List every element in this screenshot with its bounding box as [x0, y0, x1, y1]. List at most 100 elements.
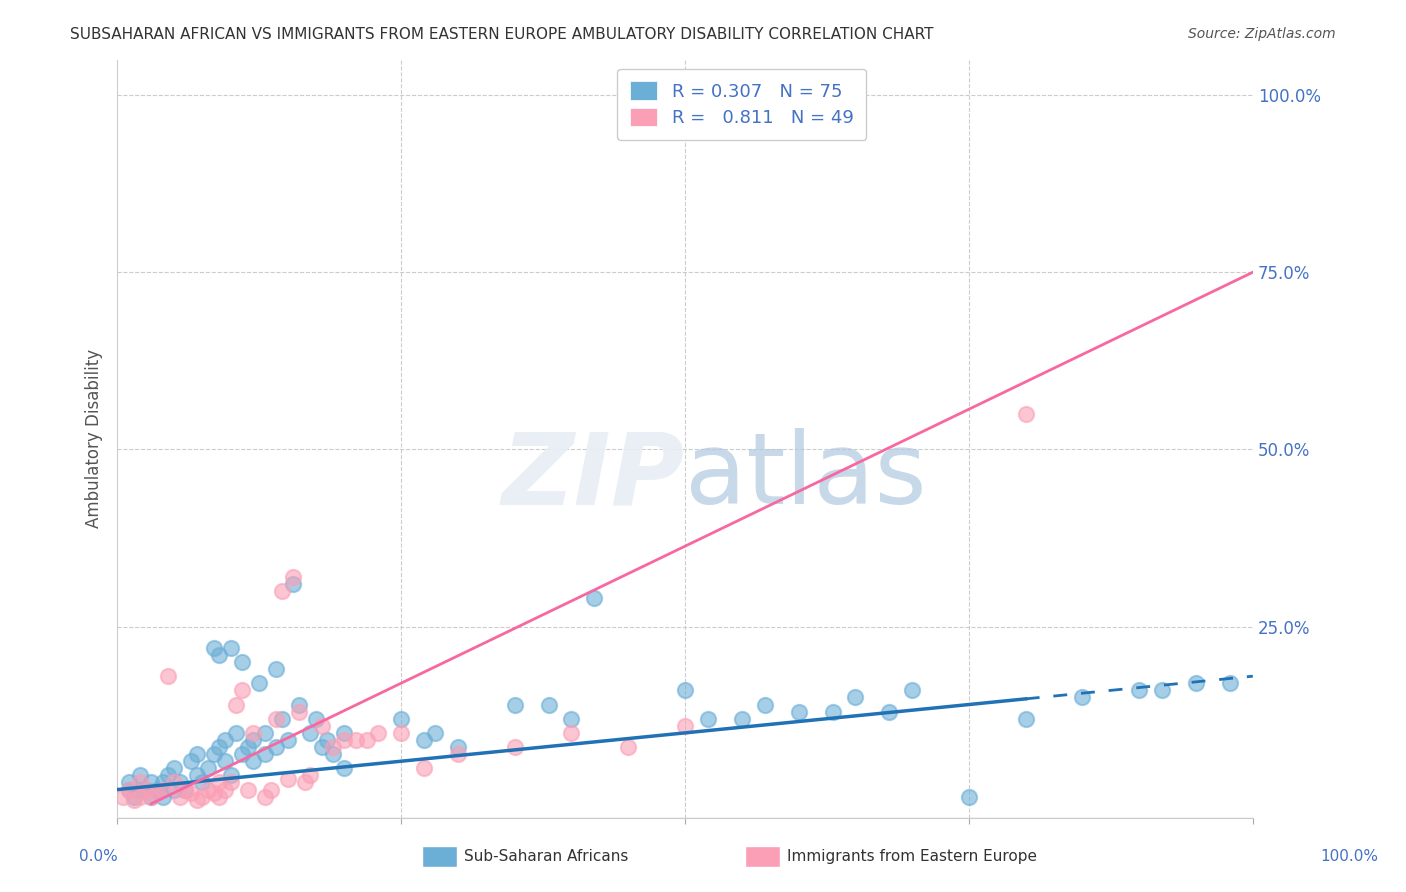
Point — [299, 768, 322, 782]
Point — [242, 733, 264, 747]
Text: Sub-Saharan Africans: Sub-Saharan Africans — [464, 849, 628, 863]
Point — [231, 747, 253, 761]
Point — [174, 782, 197, 797]
Text: ZIP: ZIP — [502, 428, 685, 525]
Point — [219, 768, 242, 782]
Point — [503, 740, 526, 755]
Point — [163, 775, 186, 789]
Point — [447, 747, 470, 761]
Point — [152, 775, 174, 789]
Point — [129, 789, 152, 804]
Point — [122, 789, 145, 804]
Point — [389, 712, 412, 726]
Point — [129, 775, 152, 789]
Point — [157, 768, 180, 782]
Point — [208, 740, 231, 755]
Point — [288, 705, 311, 719]
Point — [322, 747, 344, 761]
Text: atlas: atlas — [685, 428, 927, 525]
Point — [299, 726, 322, 740]
Point — [208, 789, 231, 804]
Point — [333, 761, 356, 775]
Text: SUBSAHARAN AFRICAN VS IMMIGRANTS FROM EASTERN EUROPE AMBULATORY DISABILITY CORRE: SUBSAHARAN AFRICAN VS IMMIGRANTS FROM EA… — [70, 27, 934, 42]
Point — [214, 782, 236, 797]
Point — [169, 789, 191, 804]
Point — [259, 782, 281, 797]
Point — [225, 698, 247, 712]
Point — [225, 726, 247, 740]
Point — [787, 705, 810, 719]
Point — [135, 782, 157, 797]
Point — [1128, 683, 1150, 698]
Point — [412, 761, 434, 775]
Point — [141, 775, 163, 789]
Point — [1150, 683, 1173, 698]
Point — [1219, 676, 1241, 690]
Point — [219, 640, 242, 655]
Point — [186, 793, 208, 807]
Point — [277, 772, 299, 786]
Point — [503, 698, 526, 712]
Point — [901, 683, 924, 698]
Point — [186, 747, 208, 761]
Point — [152, 782, 174, 797]
Point — [208, 648, 231, 662]
Text: Immigrants from Eastern Europe: Immigrants from Eastern Europe — [787, 849, 1038, 863]
Point — [197, 782, 219, 797]
Point — [270, 584, 292, 599]
Point — [754, 698, 776, 712]
Point — [333, 733, 356, 747]
Point — [231, 655, 253, 669]
Point — [673, 719, 696, 733]
Point — [122, 793, 145, 807]
Point — [333, 726, 356, 740]
Point — [129, 768, 152, 782]
Point — [214, 754, 236, 768]
Point — [141, 789, 163, 804]
Point — [560, 726, 582, 740]
Point — [1071, 690, 1094, 705]
Point — [180, 754, 202, 768]
Point — [253, 747, 276, 761]
Point — [219, 775, 242, 789]
Point — [1015, 712, 1038, 726]
Point — [283, 570, 305, 584]
Point — [583, 591, 606, 606]
Point — [141, 789, 163, 804]
Point — [731, 712, 754, 726]
Point — [844, 690, 866, 705]
Point — [356, 733, 378, 747]
Point — [425, 726, 447, 740]
Point — [129, 782, 152, 797]
Point — [288, 698, 311, 712]
Point — [202, 786, 225, 800]
Point — [236, 782, 259, 797]
Point — [191, 789, 214, 804]
Point — [174, 782, 197, 797]
Point — [311, 719, 333, 733]
Point — [316, 733, 339, 747]
Legend: R = 0.307   N = 75, R =   0.811   N = 49: R = 0.307 N = 75, R = 0.811 N = 49 — [617, 69, 866, 140]
Point — [202, 640, 225, 655]
Point — [157, 669, 180, 683]
Point — [146, 782, 169, 797]
Point — [169, 775, 191, 789]
Point — [242, 754, 264, 768]
Text: 100.0%: 100.0% — [1320, 849, 1379, 863]
Text: Source: ZipAtlas.com: Source: ZipAtlas.com — [1188, 27, 1336, 41]
Point — [322, 740, 344, 755]
Point — [560, 712, 582, 726]
Y-axis label: Ambulatory Disability: Ambulatory Disability — [86, 349, 103, 528]
Point — [537, 698, 560, 712]
Point — [305, 712, 328, 726]
Point — [117, 782, 139, 797]
Point — [163, 782, 186, 797]
Point — [673, 683, 696, 698]
Point — [191, 775, 214, 789]
Point — [270, 712, 292, 726]
Point — [1015, 407, 1038, 421]
FancyBboxPatch shape — [745, 846, 780, 867]
Point — [253, 726, 276, 740]
Point — [412, 733, 434, 747]
Point — [617, 740, 640, 755]
